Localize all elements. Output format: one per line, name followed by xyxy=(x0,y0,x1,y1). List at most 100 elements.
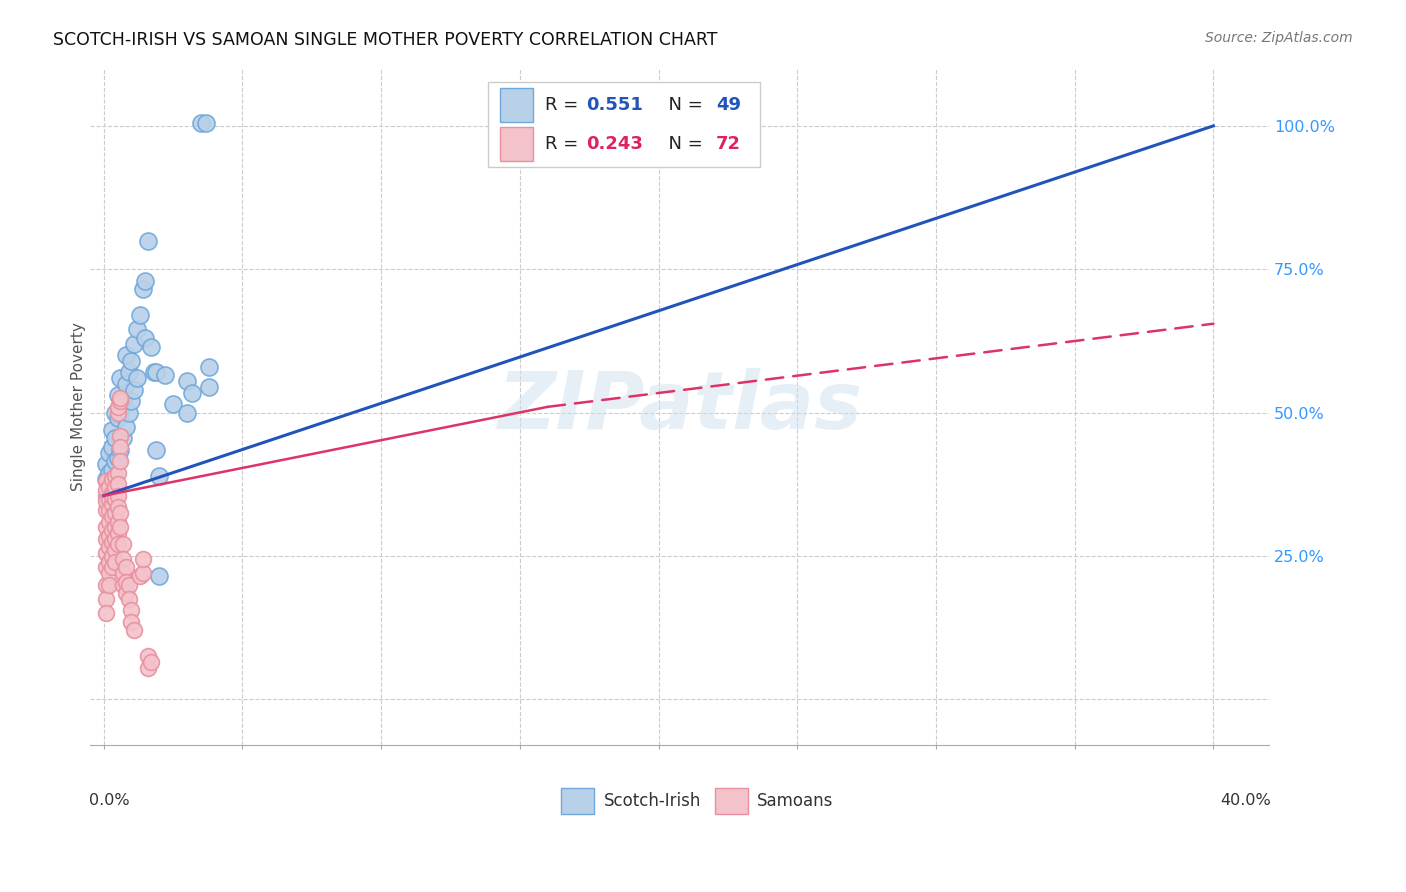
Point xyxy=(118,577,141,591)
Point xyxy=(181,385,204,400)
Point xyxy=(121,615,143,629)
Point xyxy=(115,586,138,600)
Point xyxy=(107,466,129,480)
Point xyxy=(145,442,167,457)
Point xyxy=(110,454,132,468)
Text: 0.551: 0.551 xyxy=(586,96,643,114)
Point xyxy=(112,394,135,409)
Point xyxy=(104,406,127,420)
Point xyxy=(128,308,150,322)
Point xyxy=(101,549,124,563)
Point xyxy=(101,497,124,511)
Point xyxy=(104,431,127,445)
Point xyxy=(110,406,132,420)
Point xyxy=(98,566,121,581)
FancyBboxPatch shape xyxy=(488,82,759,167)
Text: 49: 49 xyxy=(716,96,741,114)
Point xyxy=(104,491,127,506)
Point xyxy=(110,428,132,442)
Point xyxy=(115,376,138,391)
Point xyxy=(118,366,141,380)
Point xyxy=(112,577,135,591)
Point xyxy=(104,454,127,468)
Point xyxy=(96,489,118,503)
Point xyxy=(134,274,156,288)
Point xyxy=(96,471,118,485)
Point xyxy=(153,368,176,383)
Point xyxy=(96,503,118,517)
Point xyxy=(96,520,118,534)
FancyBboxPatch shape xyxy=(501,88,533,122)
Point xyxy=(96,494,118,508)
Point xyxy=(112,537,135,551)
Point xyxy=(98,529,121,543)
Point xyxy=(118,406,141,420)
Text: 72: 72 xyxy=(716,135,741,153)
Point xyxy=(98,577,121,591)
Point xyxy=(125,371,148,385)
Point xyxy=(112,431,135,445)
Point xyxy=(110,394,132,409)
Point xyxy=(98,491,121,506)
Text: Source: ZipAtlas.com: Source: ZipAtlas.com xyxy=(1205,31,1353,45)
Point xyxy=(101,560,124,574)
Point xyxy=(96,591,118,606)
Point xyxy=(139,655,162,669)
Point xyxy=(101,486,124,500)
Point xyxy=(112,551,135,566)
Point xyxy=(96,457,118,471)
Text: 0.0%: 0.0% xyxy=(89,793,129,808)
Point xyxy=(101,423,124,437)
Point xyxy=(96,475,118,489)
Point xyxy=(107,451,129,466)
Point xyxy=(101,440,124,454)
Text: N =: N = xyxy=(657,135,709,153)
Point xyxy=(104,480,127,494)
Point xyxy=(101,471,124,485)
Point xyxy=(190,116,212,130)
Point xyxy=(176,406,198,420)
Point xyxy=(96,607,118,621)
Point xyxy=(128,569,150,583)
Point xyxy=(104,543,127,558)
Point xyxy=(98,555,121,569)
Point xyxy=(98,541,121,555)
Point xyxy=(162,397,184,411)
Point xyxy=(118,591,141,606)
Point xyxy=(122,336,145,351)
Point xyxy=(110,371,132,385)
Point xyxy=(198,380,221,394)
Text: 40.0%: 40.0% xyxy=(1220,793,1271,808)
Text: Scotch-Irish: Scotch-Irish xyxy=(605,792,702,810)
Point xyxy=(136,234,159,248)
Point xyxy=(107,526,129,541)
Point xyxy=(121,394,143,409)
Point xyxy=(176,374,198,388)
Point xyxy=(131,566,153,581)
Point xyxy=(136,649,159,664)
Point xyxy=(134,331,156,345)
Point xyxy=(107,477,129,491)
Point xyxy=(131,282,153,296)
Point xyxy=(107,537,129,551)
Point xyxy=(98,466,121,480)
FancyBboxPatch shape xyxy=(501,127,533,161)
Point xyxy=(131,551,153,566)
Point xyxy=(107,489,129,503)
Point xyxy=(115,420,138,434)
Point xyxy=(98,515,121,529)
Y-axis label: Single Mother Poverty: Single Mother Poverty xyxy=(72,322,86,491)
Point xyxy=(195,116,218,130)
Point xyxy=(104,506,127,520)
Point xyxy=(96,546,118,560)
Point xyxy=(101,523,124,537)
Point xyxy=(110,391,132,405)
Point xyxy=(107,388,129,402)
Point xyxy=(115,348,138,362)
Point xyxy=(96,483,118,497)
Point xyxy=(98,503,121,517)
FancyBboxPatch shape xyxy=(714,788,748,814)
Point xyxy=(98,480,121,494)
Point xyxy=(122,383,145,397)
Point xyxy=(148,468,170,483)
